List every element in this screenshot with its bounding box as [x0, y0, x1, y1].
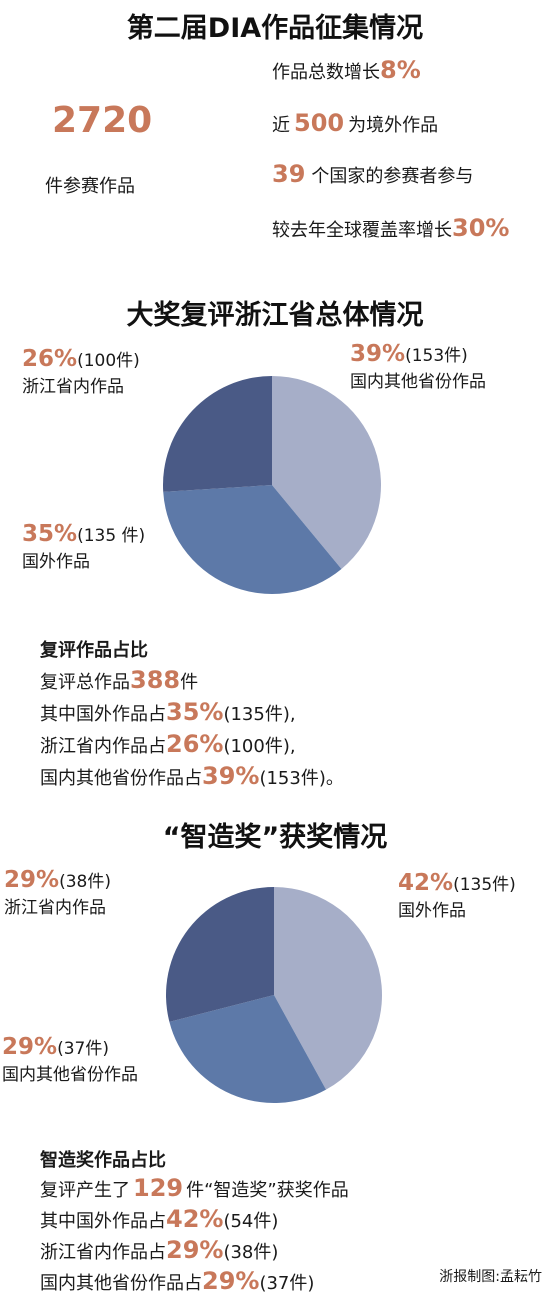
section2-line4-val: 39% [202, 762, 260, 790]
section3-summary: 智造奖作品占比 复评产生了 129 件“智造奖”获奖作品 其中国外作品占42%(54… [40, 1146, 349, 1298]
pie1-label-domestic-pct: 39% [350, 341, 406, 367]
section3-line1-pre: 复评产生了 [40, 1180, 130, 1201]
section3-summary-line-4: 国内其他省份作品占29%(37件) [40, 1267, 349, 1298]
section2-line2-post: (135件), [223, 704, 296, 725]
pie2-label-zhejiang: 29%(38件) 浙江省内作品 [4, 867, 111, 918]
pie1-label-zhejiang: 26%(100件) 浙江省内作品 [22, 346, 140, 397]
section2-line1-pre: 复评总作品 [40, 672, 130, 693]
total-label: 件参赛作品 [45, 176, 135, 197]
pie2-label-domestic: 29%(37件) 国内其他省份作品 [2, 1034, 138, 1085]
section1-title: 第二届DIA作品征集情况 [126, 13, 424, 44]
fact-4: 较去年全球覆盖率增长30% [272, 214, 509, 242]
section3-summary-title: 智造奖作品占比 [40, 1150, 166, 1171]
section2-line4-post: (153件)。 [259, 768, 344, 789]
section2-title: 大奖复评浙江省总体情况 [126, 300, 424, 331]
section2-line1-val: 388 [130, 666, 181, 694]
pie1-slice-2 [163, 485, 342, 594]
section3-summary-line-1: 复评产生了 129 件“智造奖”获奖作品 [40, 1174, 349, 1205]
pie1-label-domestic-count: (153件) [405, 346, 468, 366]
pie1-label-foreign: 35%(135 件) 国外作品 [22, 521, 145, 572]
fact-3-value: 39 [272, 160, 306, 188]
fact-1-value: 8% [380, 56, 421, 84]
section2-summary-line-4: 国内其他省份作品占39%(153件)。 [40, 762, 344, 794]
pie2-label-domestic-pct: 29% [2, 1034, 58, 1060]
fact-2: 近 500 为境外作品 [272, 109, 438, 137]
section3-line4-pre: 国内其他省份作品占 [40, 1273, 202, 1294]
section2-line1-post: 件 [180, 672, 199, 693]
section3-line2-val: 42% [166, 1205, 224, 1233]
fact-1: 作品总数增长8% [272, 56, 421, 84]
section3-summary-line-3: 浙江省内作品占29%(38件) [40, 1236, 349, 1267]
section2-summary-title: 复评作品占比 [40, 640, 148, 661]
pie1-label-domestic-name: 国内其他省份作品 [350, 372, 486, 392]
pie2-label-foreign-pct: 42% [398, 870, 454, 896]
pie2-label-foreign-name: 国外作品 [398, 901, 466, 921]
total-number: 2720 [52, 100, 153, 141]
fact-2-prefix: 近 [272, 115, 290, 136]
section3-title: “智造奖”获奖情况 [162, 822, 388, 853]
section3-line1-val: 129 [133, 1174, 184, 1202]
section2-line2-val: 35% [166, 698, 224, 726]
section3-line3-post: (38件) [223, 1242, 279, 1263]
pie2-slice-2 [169, 995, 327, 1103]
section3-summary-line-2: 其中国外作品占42%(54件) [40, 1205, 349, 1236]
pie1-label-foreign-name: 国外作品 [22, 552, 90, 572]
pie2-slice-3 [166, 887, 274, 1022]
section2-line4-pre: 国内其他省份作品占 [40, 768, 202, 789]
pie1-slice-3 [163, 376, 272, 492]
fact-3: 39 个国家的参赛者参与 [272, 160, 473, 188]
fact-3-suffix: 个国家的参赛者参与 [311, 166, 474, 187]
section2-line3-val: 26% [166, 730, 224, 758]
pie1-label-foreign-pct: 35% [22, 521, 78, 547]
pie1-label-domestic: 39%(153件) 国内其他省份作品 [350, 341, 486, 392]
pie1-slice-1 [272, 376, 381, 569]
pie2-label-zhejiang-name: 浙江省内作品 [4, 898, 106, 918]
section2-line2-pre: 其中国外作品占 [40, 704, 166, 725]
pie2-label-foreign-count: (135件) [453, 875, 516, 895]
credit: 浙报制图:孟耘竹 [439, 1269, 542, 1285]
section2-line3-post: (100件), [223, 736, 296, 757]
pie1-label-zhejiang-name: 浙江省内作品 [22, 377, 124, 397]
fact-4-prefix: 较去年全球覆盖率增长 [272, 220, 452, 241]
pie1-label-zhejiang-count: (100件) [77, 351, 140, 371]
section3-line1-post: 件“智造奖”获奖作品 [186, 1180, 349, 1201]
section3-line2-post: (54件) [223, 1211, 279, 1232]
section2-summary-line-2: 其中国外作品占35%(135件), [40, 698, 344, 730]
section3-line3-pre: 浙江省内作品占 [40, 1242, 166, 1263]
pie2-label-domestic-name: 国内其他省份作品 [2, 1065, 138, 1085]
pie1-label-zhejiang-pct: 26% [22, 346, 78, 372]
section2-line3-pre: 浙江省内作品占 [40, 736, 166, 757]
pie1-label-foreign-count: (135 件) [77, 526, 146, 546]
pie2-label-domestic-count: (37件) [57, 1039, 109, 1059]
section3-line4-post: (37件) [259, 1273, 315, 1294]
pie2-label-zhejiang-pct: 29% [4, 867, 60, 893]
pie2-label-zhejiang-count: (38件) [59, 872, 111, 892]
fact-2-value: 500 [294, 109, 345, 137]
fact-2-suffix: 为境外作品 [348, 115, 439, 136]
pie2-label-foreign: 42%(135件) 国外作品 [398, 870, 516, 921]
section2-summary: 复评作品占比 复评总作品388件 其中国外作品占35%(135件), 浙江省内作… [40, 636, 344, 794]
section3-line3-val: 29% [166, 1236, 224, 1264]
section3-line2-pre: 其中国外作品占 [40, 1211, 166, 1232]
section3-line4-val: 29% [202, 1267, 260, 1295]
fact-4-value: 30% [452, 214, 510, 242]
section2-summary-line-1: 复评总作品388件 [40, 666, 344, 698]
section2-summary-line-3: 浙江省内作品占26%(100件), [40, 730, 344, 762]
pie2-slice-1 [274, 887, 382, 1090]
fact-1-prefix: 作品总数增长 [272, 62, 380, 83]
